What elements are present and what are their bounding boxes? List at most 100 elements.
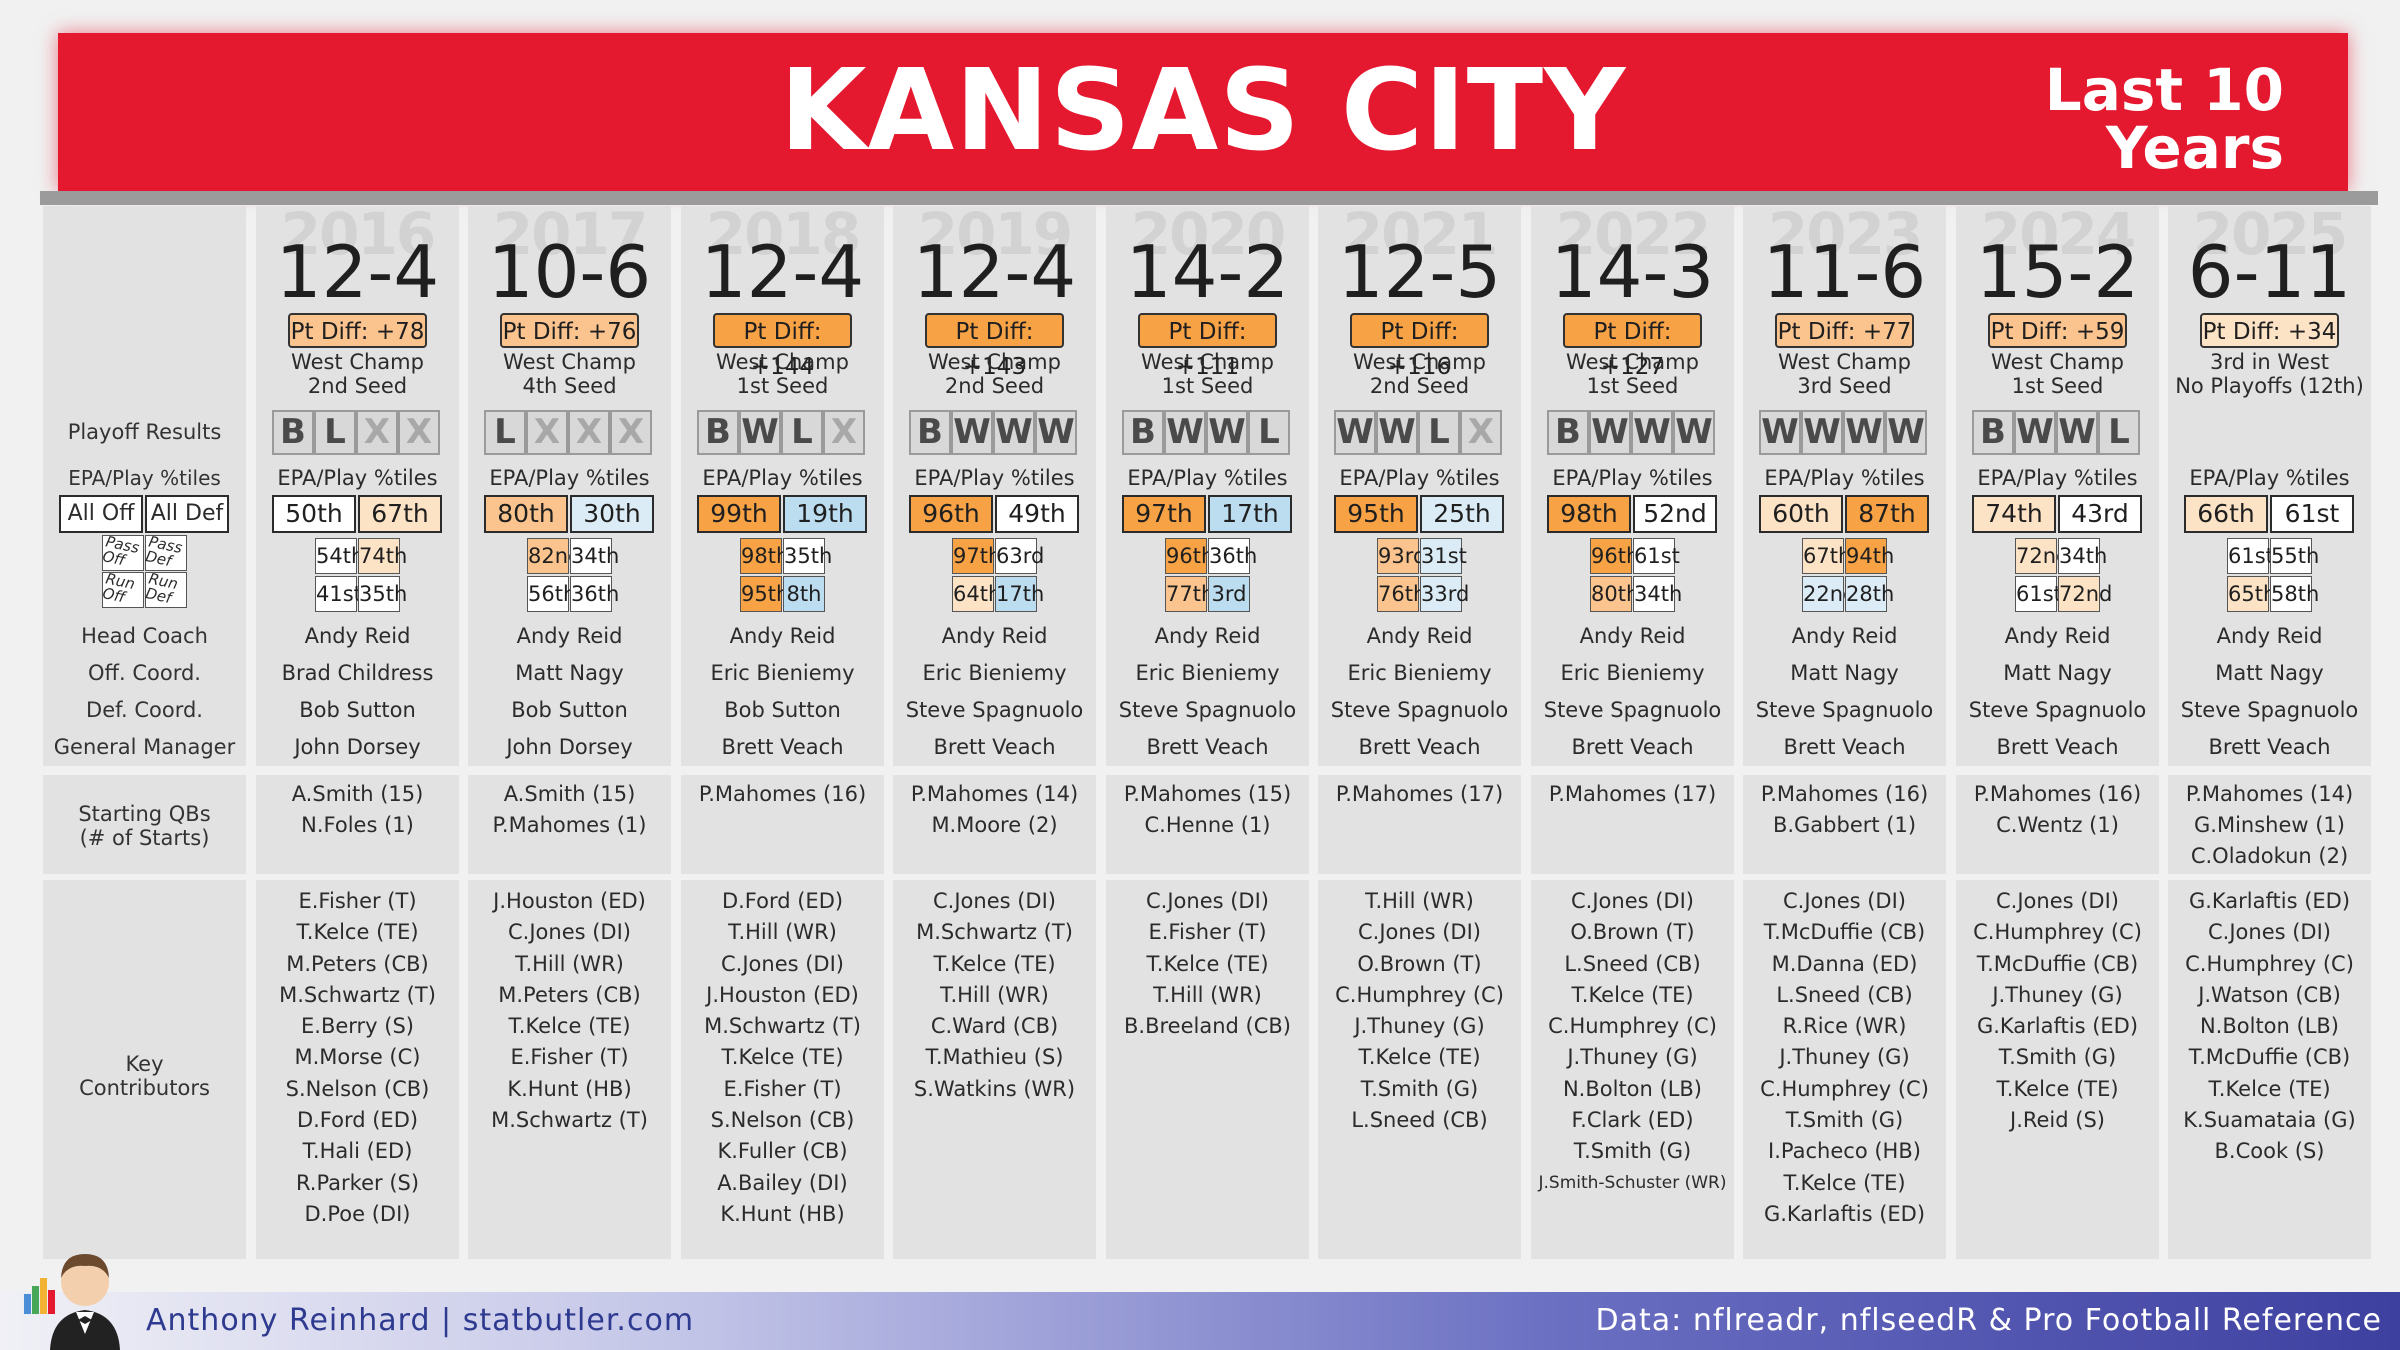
key-contributor: T.Kelce (TE)	[1783, 1170, 1906, 1195]
key-contributor: C.Humphrey (C)	[1548, 1014, 1717, 1039]
key-contributors-list: C.Jones (DI) C.Humphrey (C) T.McDuffie (CB…	[1956, 886, 2159, 1136]
label-column-qbs: Starting QBs (# of Starts)	[43, 775, 246, 874]
playoff-result-cell: W	[1206, 410, 1248, 455]
point-differential-badge: Pt Diff: +34	[2200, 313, 2339, 348]
offensive-coordinator: Matt Nagy	[1790, 661, 1899, 685]
defensive-coordinator: Bob Sutton	[724, 698, 841, 722]
key-contributors-list: C.Jones (DI) E.Fisher (T) T.Kelce (TE) T.Hi…	[1106, 886, 1309, 1042]
epa-pass-off: 61st	[2227, 538, 2274, 574]
point-differential-badge: Pt Diff: +143	[925, 313, 1064, 380]
season-finish-line1: 3rd in West	[2209, 350, 2330, 374]
season-finish-line2: 2nd Seed	[307, 374, 408, 398]
point-differential-badge: Pt Diff: +59	[1988, 313, 2127, 348]
offensive-coordinator: Eric Bieniemy	[922, 661, 1067, 685]
label-starting-qbs: Starting QBs (# of Starts)	[78, 802, 211, 850]
epa-run-def: 33rd	[1420, 576, 1469, 612]
key-contributor: T.Kelce (TE)	[933, 951, 1056, 976]
playoff-result-cell: B	[909, 410, 951, 455]
defensive-coordinator: Bob Sutton	[299, 698, 416, 722]
epa-pass-def: 31st	[1420, 538, 1467, 574]
playoff-result-cell: W	[1843, 410, 1885, 455]
playoff-result-cell: L	[484, 410, 526, 455]
season-panel-qbs	[1743, 775, 1946, 874]
epa-tiles-label: EPA/Play %tiles	[1127, 466, 1288, 490]
season-panel-qbs	[1531, 775, 1734, 874]
label-column-key: Key Contributors	[43, 880, 246, 1259]
header-divider	[40, 191, 2378, 205]
playoff-result-cell: X	[823, 410, 865, 455]
playoff-result-cell: X	[398, 410, 440, 455]
playoff-result-cell: W	[1035, 410, 1077, 455]
epa-all-off: 60th	[1759, 495, 1843, 533]
epa-tiles-label: EPA/Play %tiles	[489, 466, 650, 490]
key-contributor: R.Rice (WR)	[1782, 1014, 1907, 1039]
key-contributor: C.Humphrey (C)	[2185, 951, 2354, 976]
key-contributor: N.Bolton (LB)	[1562, 1076, 1703, 1101]
starting-qb: C.Henne (1)	[1144, 813, 1271, 837]
season-finish-line2: 1st Seed	[1161, 374, 1254, 398]
point-differential-badge: Pt Diff: +111	[1138, 313, 1277, 380]
key-contributor: J.Watson (CB)	[2198, 982, 2341, 1007]
general-manager: John Dorsey	[506, 735, 633, 759]
legend-all-def: All Def	[145, 495, 229, 533]
playoff-result-cell: W	[739, 410, 781, 455]
key-contributor: C.Jones (DI)	[508, 920, 631, 945]
key-contributor: C.Jones (DI)	[1358, 920, 1481, 945]
starting-qb: P.Mahomes (14)	[910, 782, 1079, 806]
epa-all-off: 96th	[909, 495, 993, 533]
playoff-result-cell: L	[1248, 410, 1290, 455]
playoff-result-cell: B	[272, 410, 314, 455]
head-coach: Andy Reid	[304, 624, 411, 648]
key-contributor: T.McDuffie (CB)	[1976, 951, 2139, 976]
epa-all-def: 61st	[2270, 495, 2354, 533]
key-contributor: S.Watkins (WR)	[913, 1076, 1076, 1101]
key-contributors-list: C.Jones (DI) T.McDuffie (CB) M.Danna (ED) L…	[1743, 886, 1946, 1230]
key-contributor: T.Kelce (TE)	[1996, 1076, 2119, 1101]
key-contributor: J.Thuney (G)	[1567, 1045, 1698, 1070]
general-manager: John Dorsey	[294, 735, 421, 759]
epa-pass-def: 94th	[1845, 538, 1894, 574]
key-contributor: L.Sneed (CB)	[1564, 951, 1701, 976]
epa-all-def: 19th	[783, 495, 867, 533]
legend-run-off: Run Off	[101, 569, 144, 608]
season-year: 2025	[2192, 200, 2348, 268]
key-contributor: M.Peters (CB)	[498, 982, 641, 1007]
playoff-result-cell: W	[2014, 410, 2056, 455]
playoff-result-cell: B	[1547, 410, 1589, 455]
key-contributor: M.Peters (CB)	[286, 951, 429, 976]
season-finish-line1: West Champ	[716, 350, 849, 374]
epa-all-def: 43rd	[2058, 495, 2142, 533]
key-contributor: L.Sneed (CB)	[1776, 982, 1913, 1007]
playoff-result-cell: X	[568, 410, 610, 455]
key-contributor: J.Reid (S)	[2010, 1108, 2105, 1133]
subtitle-line1: Last 10	[2044, 56, 2284, 124]
key-contributor: J.Houston (ED)	[706, 982, 859, 1007]
key-contributor: T.Kelce (TE)	[296, 920, 419, 945]
season-panel-qbs	[1106, 775, 1309, 874]
season-year: 2023	[1767, 200, 1923, 268]
epa-run-off: 76th	[1377, 576, 1426, 612]
key-contributor: M.Schwartz (T)	[491, 1108, 648, 1133]
season-panel-key	[1531, 880, 1734, 1259]
season-panel-key	[681, 880, 884, 1259]
epa-tiles-label: EPA/Play %tiles	[277, 466, 438, 490]
defensive-coordinator: Steve Spagnuolo	[905, 698, 1084, 722]
key-contributor: G.Karlaftis (ED)	[1976, 1014, 2139, 1039]
head-coach: Andy Reid	[516, 624, 623, 648]
footer-credit: Anthony Reinhard | statbutler.com	[146, 1303, 695, 1338]
epa-all-def: 30th	[570, 495, 654, 533]
head-coach: Andy Reid	[1366, 624, 1473, 648]
season-finish-line2: 3rd Seed	[1797, 374, 1892, 398]
key-contributor: B.Cook (S)	[2214, 1139, 2325, 1164]
playoff-result-cell: X	[610, 410, 652, 455]
season-record: 14-3	[1550, 230, 1715, 314]
epa-run-def: 58th	[2270, 576, 2319, 612]
season-finish-line1: West Champ	[1566, 350, 1699, 374]
key-contributor: T.Hill (WR)	[515, 951, 624, 976]
playoff-result-cell: B	[697, 410, 739, 455]
epa-pass-def: 55th	[2270, 538, 2319, 574]
epa-all-off: 50th	[272, 495, 356, 533]
